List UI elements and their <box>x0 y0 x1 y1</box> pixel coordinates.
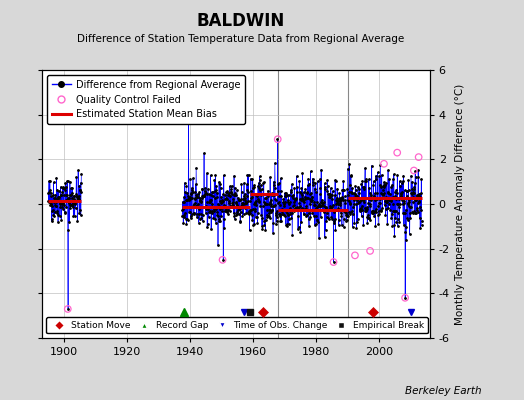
Point <box>414 154 423 160</box>
Y-axis label: Monthly Temperature Anomaly Difference (°C): Monthly Temperature Anomaly Difference (… <box>455 83 465 325</box>
Point <box>351 252 359 258</box>
Point <box>63 306 72 312</box>
Text: Berkeley Earth: Berkeley Earth <box>406 386 482 396</box>
Point <box>219 257 227 263</box>
Text: Difference of Station Temperature Data from Regional Average: Difference of Station Temperature Data f… <box>78 34 405 44</box>
Text: BALDWIN: BALDWIN <box>197 12 285 30</box>
Legend: Station Move, Record Gap, Time of Obs. Change, Empirical Break: Station Move, Record Gap, Time of Obs. C… <box>47 317 428 334</box>
Point <box>401 294 409 301</box>
Point <box>366 248 374 254</box>
Point <box>410 167 418 174</box>
Point <box>274 136 282 142</box>
Point <box>330 259 338 265</box>
Point <box>380 160 388 167</box>
Point <box>393 150 401 156</box>
